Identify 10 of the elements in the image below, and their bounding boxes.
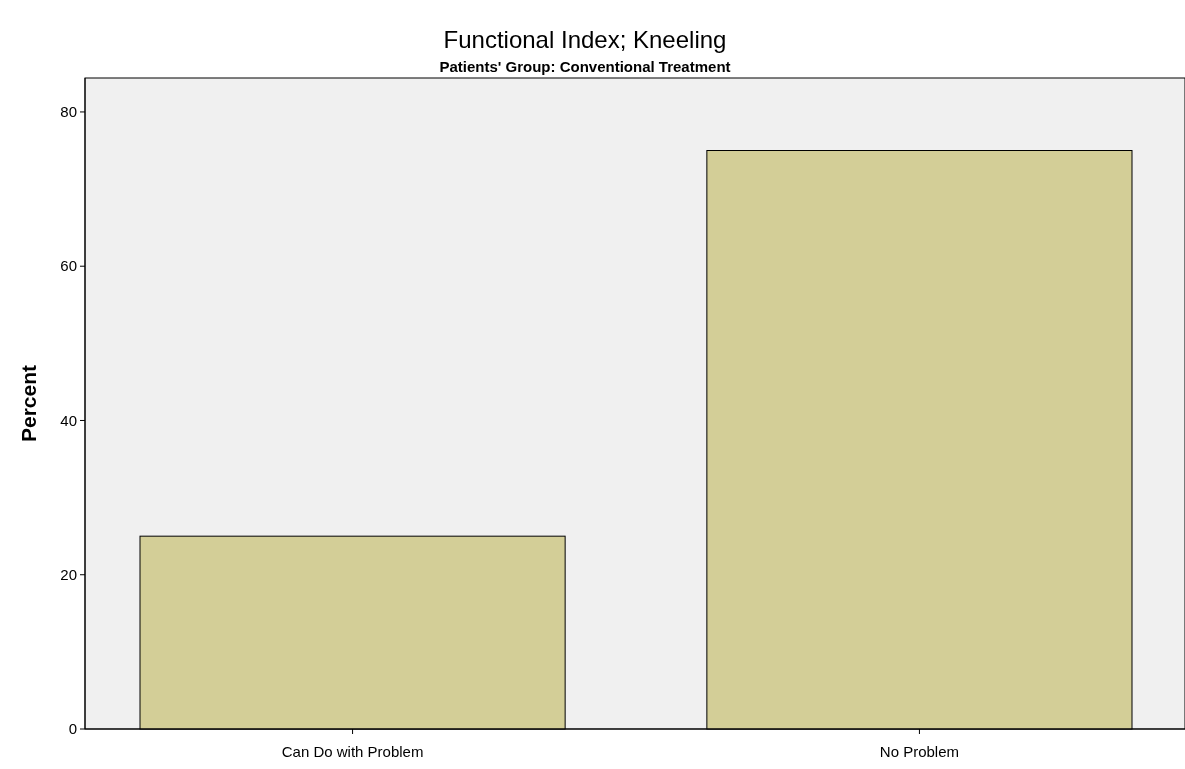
chart-title: Functional Index; Kneeling (443, 26, 727, 53)
x-tick-label: No Problem (879, 743, 960, 760)
y-axis-title: Percent (17, 364, 40, 443)
y-tick-label: 40 (60, 411, 77, 429)
y-tick-label: 20 (60, 565, 77, 583)
chart-subtitle: Patients' Group: Conventional Treatment (439, 58, 731, 75)
y-tick-label: 80 (60, 103, 77, 121)
y-tick-label: 0 (68, 720, 77, 738)
y-tick-label: 60 (60, 257, 77, 275)
x-tick-label: Can Do with Problem (281, 743, 424, 760)
